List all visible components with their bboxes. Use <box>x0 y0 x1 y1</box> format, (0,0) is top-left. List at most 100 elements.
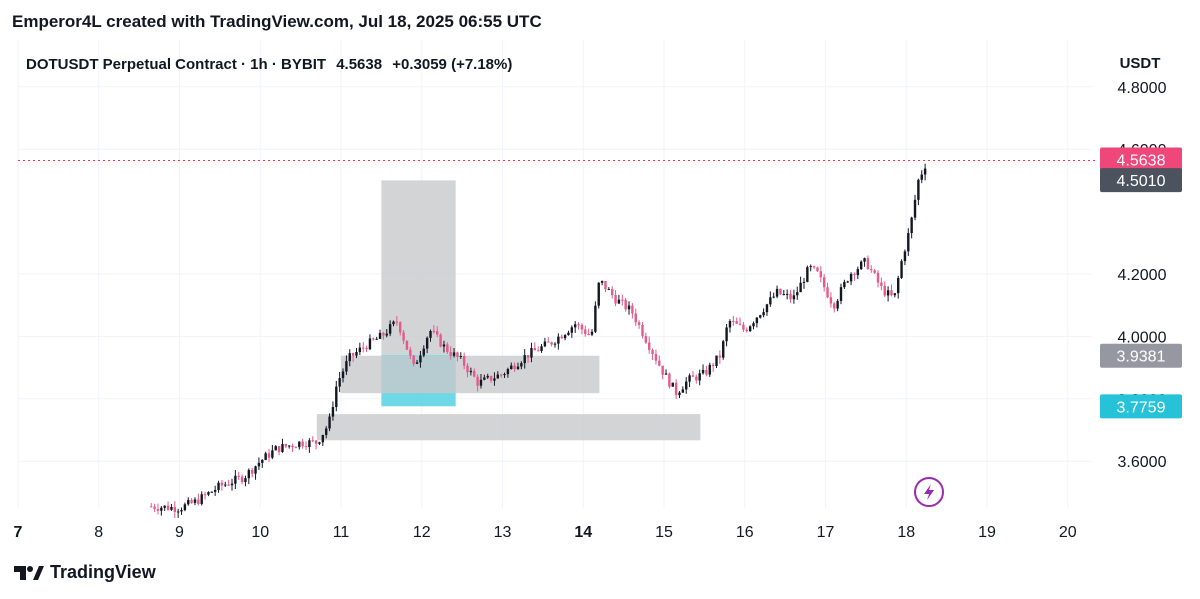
candle-body <box>560 336 563 339</box>
x-axis[interactable]: 7 8 9 10 11 12 13 14 15 16 17 18 19 20 <box>14 524 1077 541</box>
y-tick-label: 3.6000 <box>1118 454 1167 471</box>
candle-body <box>880 282 883 286</box>
candle-body <box>345 361 348 372</box>
candles <box>150 163 927 519</box>
candle-body <box>829 297 833 304</box>
candle-body <box>436 331 439 335</box>
candle-body <box>156 509 160 511</box>
candle-body <box>526 355 530 358</box>
candle-body <box>695 376 698 381</box>
candle-body <box>533 348 537 351</box>
candle-body <box>688 375 691 382</box>
candle-body <box>893 293 897 296</box>
candle-body <box>870 269 873 271</box>
zone-box <box>341 355 600 394</box>
candle-body <box>318 442 321 444</box>
candle-body <box>738 323 742 325</box>
candle-body <box>183 504 187 511</box>
candle-body <box>627 305 631 310</box>
x-tick-label: 9 <box>175 524 184 541</box>
candle-body <box>355 352 358 356</box>
candle-body <box>644 336 648 343</box>
candle-body <box>806 267 809 282</box>
candle-body <box>600 280 604 283</box>
candle-body <box>711 364 715 367</box>
candle-body <box>762 312 765 316</box>
candle-body <box>385 333 388 336</box>
candle-body <box>314 440 318 444</box>
candle-body <box>617 299 621 304</box>
price-change-text: +0.3059 (+7.18%) <box>392 56 512 73</box>
candle-body <box>779 288 782 295</box>
candle-body <box>335 386 338 408</box>
candle-body <box>772 296 775 298</box>
candle-body <box>674 382 678 396</box>
candle-body <box>308 440 311 448</box>
candle-body <box>452 352 456 356</box>
candle-body <box>597 282 600 306</box>
candle-body <box>496 374 500 379</box>
candle-body <box>759 315 762 318</box>
candle-body <box>176 511 180 513</box>
candle-body <box>816 267 819 272</box>
candle-body <box>907 233 910 252</box>
tradingview-logo[interactable]: TradingView <box>14 562 156 583</box>
candle-body <box>415 362 419 364</box>
price-tag <box>1100 394 1182 419</box>
candle-body <box>604 280 607 290</box>
candle-body <box>240 476 244 483</box>
candle-body <box>792 295 796 300</box>
candle-body <box>866 258 870 270</box>
candle-body <box>261 459 264 463</box>
candle-body <box>920 174 923 180</box>
candle-body <box>910 217 913 234</box>
candle-body <box>782 294 785 296</box>
candle-body <box>234 475 237 484</box>
candle-body <box>678 392 681 396</box>
x-tick-label: 15 <box>655 524 673 541</box>
x-tick-label: 17 <box>817 524 835 541</box>
last-price-text: 4.5638 <box>336 56 382 73</box>
candle-body <box>923 168 927 175</box>
zone-box <box>381 180 456 356</box>
y-tick-label: 4.8000 <box>1118 80 1167 97</box>
candle-body <box>890 290 893 296</box>
candle-body <box>358 347 362 353</box>
candle-body <box>493 378 496 381</box>
candle-body <box>553 343 557 345</box>
candle-body <box>247 470 251 479</box>
chart-title-text: DOTUSDT Perpetual Contract · 1h · BYBIT <box>26 56 326 73</box>
candle-body <box>573 324 577 328</box>
candle-body <box>849 273 853 282</box>
candle-body <box>577 324 580 326</box>
candle-body <box>284 444 288 447</box>
candle-body <box>250 470 254 474</box>
x-tick-label: 16 <box>736 524 754 541</box>
candle-body <box>654 354 658 361</box>
candle-body <box>459 355 462 357</box>
candle-body <box>291 445 294 448</box>
candle-body <box>462 355 466 366</box>
candle-body <box>425 337 429 349</box>
candle-body <box>473 370 476 377</box>
candle-body <box>412 355 415 364</box>
candle-body <box>294 447 298 449</box>
candle-body <box>405 340 409 350</box>
candle-body <box>170 506 173 510</box>
candle-body <box>896 277 900 294</box>
candle-body <box>432 331 436 333</box>
candle-body <box>476 376 479 386</box>
candle-body <box>499 374 503 376</box>
candle-body <box>722 341 725 358</box>
candle-body <box>755 317 759 324</box>
candle-body <box>917 179 920 200</box>
candle-body <box>281 444 284 452</box>
candle-body <box>698 373 701 381</box>
zone-box <box>316 414 701 441</box>
x-tick-label: 20 <box>1059 524 1077 541</box>
candle-body <box>388 324 392 334</box>
lightning-icon[interactable] <box>914 477 944 507</box>
price-tag <box>1100 343 1182 368</box>
